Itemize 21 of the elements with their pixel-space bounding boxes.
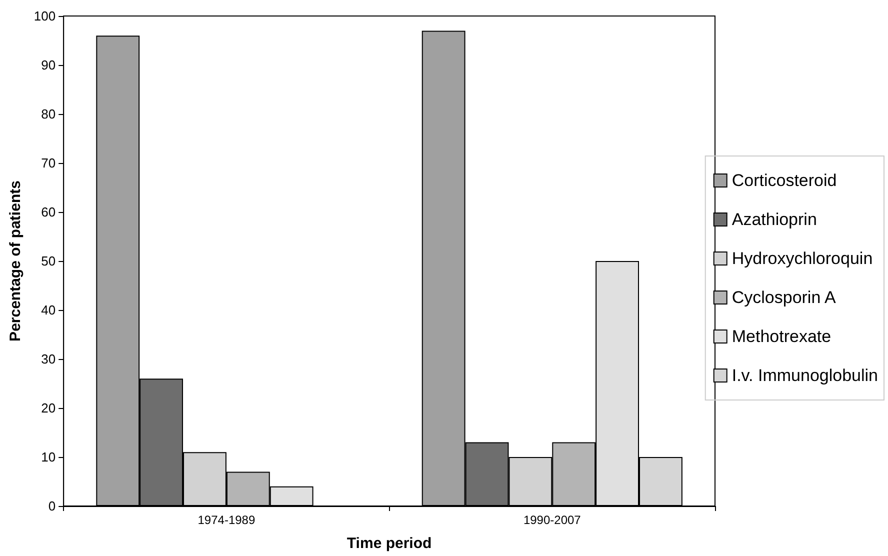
legend-label: Methotrexate [732, 327, 832, 346]
y-tick-label: 70 [41, 156, 56, 170]
legend-label: Corticosteroid [732, 171, 837, 190]
y-tick-label: 50 [41, 254, 56, 268]
x-tick-label: 1990-2007 [523, 513, 582, 527]
y-tick-label: 90 [41, 58, 56, 72]
y-tick-label: 60 [41, 204, 56, 220]
legend-label: Hydroxychloroquin [732, 249, 873, 268]
x-axis-title: Time period [346, 535, 432, 552]
y-tick-label: 0 [48, 498, 56, 514]
y-tick-label: 100 [34, 8, 56, 24]
legend-label: Azathioprin [732, 210, 817, 229]
legend-label: Cyclosporin A [732, 288, 836, 307]
legend-label: I.v. Immunoglobulin [732, 366, 878, 385]
y-tick-label: 40 [41, 302, 56, 318]
x-tick-label: 1974-1989 [198, 513, 256, 527]
y-tick-label: 20 [41, 400, 56, 416]
y-tick-label: 30 [41, 352, 56, 366]
y-tick-label: 10 [41, 450, 56, 464]
y-axis-title: Percentage of patients [7, 180, 24, 342]
y-tick-label: 80 [41, 106, 56, 122]
